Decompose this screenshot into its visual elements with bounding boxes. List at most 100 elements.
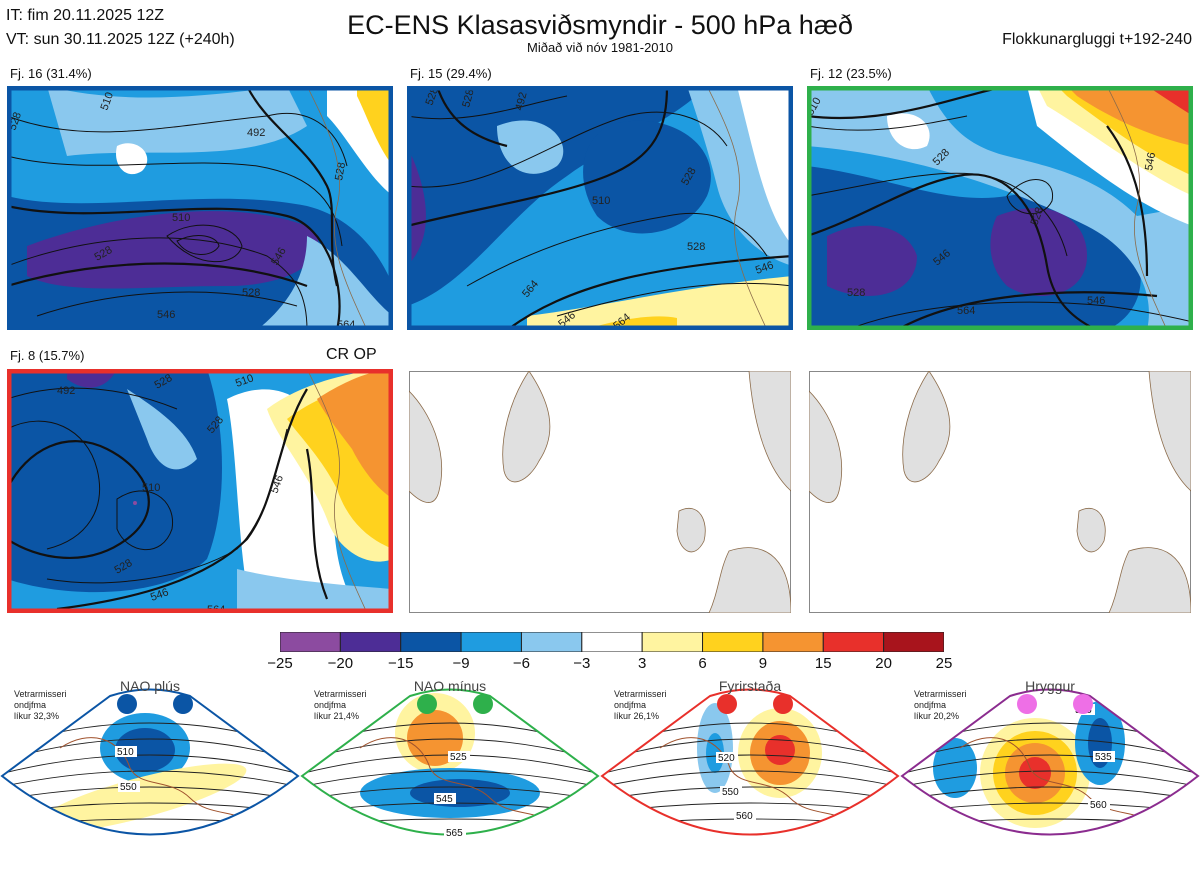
panel-frame — [7, 369, 393, 613]
panel-1-label: Fj. 16 (31.4%) — [10, 66, 92, 81]
cluster-map-4: 492 528 510 528 546 528 546 564 510 — [7, 369, 393, 613]
regime-marker-dot — [1073, 694, 1093, 714]
contour-label: 510 — [99, 91, 117, 112]
contour-label: 564 — [957, 305, 975, 317]
contour-label: 528 — [1029, 206, 1047, 227]
regime-contour-label: 520 — [718, 753, 735, 764]
regime-contour-label: 535 — [1095, 752, 1112, 763]
colorbar-swatch — [762, 631, 824, 653]
regime-marker-dot — [717, 694, 737, 714]
regime-meta-line: ondjfma — [914, 700, 947, 710]
contour-label: 528 — [424, 86, 442, 107]
valid-time: VT: sun 30.11.2025 12Z (+240h) — [6, 31, 235, 48]
colorbar-swatch — [279, 631, 341, 653]
regime-panel: 520 550 560 Fyrirstaða Vetrarmisseri ondjfma l… — [600, 678, 900, 868]
regime-meta-line: Vetrarmisseri — [314, 689, 367, 699]
contour-label: 510 — [234, 372, 255, 390]
empty-map-6 — [809, 371, 1191, 613]
colorbar-swatch — [641, 631, 704, 653]
contour-label: 510 — [142, 482, 160, 494]
contour-label: 510 — [172, 212, 190, 224]
colorbar-tick-label: −20 — [327, 655, 354, 672]
regime-title: Hryggur — [1025, 678, 1075, 694]
regime-frame — [0, 688, 300, 836]
regime-meta: Vetrarmisseri ondjfma líkur 26,1% — [614, 689, 667, 722]
colorbar — [279, 631, 945, 657]
regime-meta-line: ondjfma — [314, 700, 347, 710]
regime-panel: 505535560HryggurVetrarmisseriondjfmalíku… — [900, 678, 1200, 868]
regime-marker-dot — [417, 694, 437, 714]
panel-3-label: Fj. 12 (23.5%) — [810, 66, 892, 81]
colorbar-tick-label: −6 — [512, 655, 530, 672]
colorbar-tick-label: −3 — [573, 655, 591, 672]
colorbar-tick-label: 9 — [758, 655, 768, 672]
regime-marker-dot — [473, 694, 493, 714]
contour-label: 546 — [1143, 151, 1158, 171]
contour-label: 546 — [157, 309, 175, 321]
contour-label: 492 — [247, 127, 265, 139]
colorbar-swatch — [822, 631, 885, 653]
panel-frame — [7, 86, 393, 330]
colorbar-swatch — [581, 631, 643, 653]
regime-panel: 525 545 565 NAO mínus Vetrarmisseri ondjfma lí… — [300, 678, 600, 868]
regime-contour-label: 560 — [1090, 800, 1107, 811]
regime-marker-dot — [117, 694, 137, 714]
contour-label: 528 — [242, 287, 260, 299]
regime-meta-line: Vetrarmisseri — [914, 689, 967, 699]
cluster-map-2: 528 528 492 510 528 546 564 528 546 564 — [407, 86, 793, 330]
regime-meta-line: líkur 26,1% — [614, 711, 660, 721]
regime-contour-label: 525 — [450, 752, 467, 763]
regime-frame — [900, 688, 1200, 836]
cluster-map-1: 528 510 528 546 528 546 564 528 510 492 — [7, 86, 393, 330]
regime-contour-label: 510 — [117, 747, 134, 758]
regime-meta-line: Vetrarmisseri — [614, 689, 667, 699]
page-subtitle: Miðað við nóv 1981-2010 — [527, 40, 673, 55]
contour-label: 546 — [754, 259, 775, 277]
regime-contour-label: 545 — [436, 794, 453, 805]
regime-marker-dot — [1017, 694, 1037, 714]
regime-meta-line: Vetrarmisseri — [14, 689, 67, 699]
colorbar-swatch — [460, 631, 522, 653]
panel-2-label: Fj. 15 (29.4%) — [410, 66, 492, 81]
colorbar-tick-label: −15 — [387, 655, 414, 672]
regime-meta: Vetrarmisseri ondjfma líkur 21,4% — [314, 689, 367, 722]
colorbar-tick-label: −9 — [452, 655, 470, 672]
colorbar-tick-label: 6 — [698, 655, 707, 672]
contour-label: 492 — [513, 91, 529, 112]
contour-label: 528 — [847, 287, 865, 299]
colorbar-tick-label: 20 — [875, 655, 892, 672]
colorbar-tick-label: 15 — [814, 655, 832, 672]
contour-label: 528 — [460, 88, 476, 109]
colorbar-swatch — [400, 631, 462, 653]
colorbar-tick-label: −25 — [267, 655, 293, 672]
regime-contour-label: 550 — [722, 787, 739, 798]
regime-meta-line: líkur 32,3% — [14, 711, 60, 721]
contour-label: 510 — [592, 195, 610, 207]
colorbar-swatch — [883, 631, 945, 653]
regime-title: NAO plús — [120, 678, 180, 694]
contour-label: 546 — [269, 474, 287, 495]
contour-label: 528 — [333, 161, 348, 181]
panel-frame — [807, 86, 1193, 330]
colorbar-tick-label: 3 — [638, 655, 647, 672]
colorbar-swatch — [339, 631, 402, 653]
cluster-map-3: 510 528 546 528 546 564 528 546 — [807, 86, 1193, 330]
regime-frame — [600, 688, 900, 836]
regime-meta: Vetrarmisseri ondjfma líkur 32,3% — [14, 689, 67, 722]
panel-frame — [407, 86, 793, 330]
colorbar-labels: −25 −20 −15 −9 −6 −3 3 6 9 15 20 25 — [267, 655, 952, 675]
regime-title: NAO mínus — [413, 678, 487, 694]
panel-4-label: Fj. 8 (15.7%) — [10, 348, 85, 363]
colorbar-swatch — [702, 631, 764, 653]
regime-title: Fyrirstaða — [718, 678, 782, 694]
regime-panel: 510 550 NAO plús Vetrarmisseri ondjfma líkur … — [0, 678, 300, 868]
page-title: EC-ENS Klasasviðsmyndir - 500 hPa hæð — [347, 10, 853, 40]
colorbar-tick-label: 25 — [935, 655, 953, 672]
classification-window: Flokkunargluggi t+192-240 — [1002, 31, 1192, 48]
empty-map-5 — [409, 371, 791, 613]
colorbar-swatch — [520, 631, 583, 653]
regime-meta-line: ondjfma — [614, 700, 647, 710]
regime-frame — [300, 688, 600, 836]
regime-contour-label: 550 — [120, 782, 137, 793]
regime-contour-label: 560 — [736, 811, 753, 822]
